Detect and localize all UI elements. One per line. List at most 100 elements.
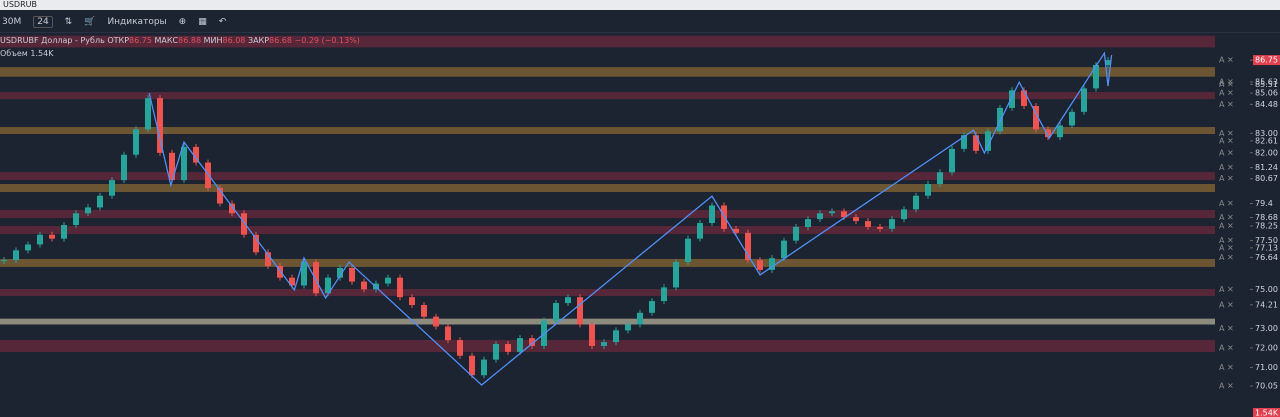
candle <box>217 187 223 204</box>
candle <box>1009 90 1015 108</box>
y-tick-label: 70.05 <box>1255 381 1278 390</box>
candle <box>877 226 883 229</box>
last-price: 86.75 <box>1255 56 1278 65</box>
candle <box>709 205 715 224</box>
volume-label: Объем <box>0 49 28 58</box>
zone <box>0 225 1215 234</box>
zone <box>0 35 1215 48</box>
icon-layout[interactable]: ▦ <box>198 16 207 27</box>
candle <box>553 303 559 321</box>
icon-compare[interactable]: ⇅ <box>64 16 73 27</box>
candle <box>37 234 43 245</box>
alert-icon: A ✕ <box>1219 213 1234 222</box>
candle <box>649 301 655 313</box>
candle <box>109 180 115 196</box>
zone <box>0 92 1215 100</box>
candle <box>769 258 775 270</box>
candle <box>805 219 811 227</box>
y-tick-label: 77.50 <box>1255 236 1278 245</box>
candle <box>421 304 427 317</box>
candle <box>97 195 103 208</box>
candle <box>1105 60 1111 65</box>
alert-icon: A ✕ <box>1219 221 1234 230</box>
y-tick-label: 76.64 <box>1255 253 1278 262</box>
candle <box>61 224 67 239</box>
candle <box>13 250 19 261</box>
candle <box>949 148 955 173</box>
candle <box>145 98 151 130</box>
candle <box>937 172 943 185</box>
candle <box>961 135 967 149</box>
y-tick-label: 75.00 <box>1255 285 1278 294</box>
candle <box>133 129 139 155</box>
alert-icon: A ✕ <box>1219 243 1234 252</box>
y-tick-label: 71.00 <box>1255 363 1278 372</box>
candle <box>445 326 451 341</box>
alert-icon: A ✕ <box>1219 285 1234 294</box>
alert-icon: A ✕ <box>1219 381 1234 390</box>
candle <box>913 195 919 210</box>
y-tick-label: 81.24 <box>1255 163 1278 172</box>
close-label: ЗАКР <box>247 36 270 45</box>
y-tick-label: 83.00 <box>1255 129 1278 138</box>
zone <box>0 127 1215 135</box>
alert-icon: A ✕ <box>1219 100 1234 109</box>
close: 86.68 <box>269 36 292 45</box>
candle <box>301 262 307 286</box>
y-tick-label: 72.00 <box>1255 343 1278 352</box>
high: 86.88 <box>178 36 202 45</box>
candle <box>241 213 247 235</box>
alert-icon: A ✕ <box>1219 80 1234 89</box>
candle <box>589 324 595 346</box>
alert-icon: A ✕ <box>1219 89 1234 98</box>
zone <box>0 209 1215 218</box>
last-price-tag <box>1253 55 1280 66</box>
candle <box>697 223 703 239</box>
alert-icon: A ✕ <box>1219 129 1234 138</box>
candle <box>757 260 763 270</box>
y-tick-label: 78.68 <box>1255 213 1278 222</box>
alert-icon: A ✕ <box>1219 136 1234 145</box>
candle <box>829 211 835 214</box>
candle <box>277 265 283 278</box>
icon-cart[interactable]: 🛒 <box>84 16 96 27</box>
icon-alert[interactable]: ⊕ <box>178 16 187 27</box>
y-tick-label: 82.00 <box>1255 148 1278 157</box>
candle <box>349 267 355 282</box>
candle <box>169 152 175 181</box>
candle <box>661 287 667 302</box>
low-label: МИН <box>203 36 223 45</box>
candle <box>865 221 871 227</box>
candle <box>1057 125 1063 138</box>
candle <box>313 262 319 294</box>
zone <box>0 184 1215 193</box>
candle <box>121 154 127 181</box>
interval[interactable]: 30M <box>2 16 22 27</box>
candle <box>733 228 739 233</box>
change: −0.29 (−0.13%) <box>294 36 360 45</box>
y-tick-label: 84.48 <box>1255 100 1278 109</box>
alert-icon: A ✕ <box>1219 174 1234 183</box>
alert-icon: A ✕ <box>1219 363 1234 372</box>
candle <box>517 338 523 352</box>
y-tick-label: 79.4 <box>1255 199 1273 208</box>
indicators[interactable]: Индикаторы <box>107 16 167 27</box>
candle <box>457 340 463 356</box>
zigzag <box>148 51 1113 386</box>
toolbar: 30M 24 ⇅ 🛒 Индикаторы ⊕ ▦ ↶ <box>0 11 1280 33</box>
candle <box>565 297 571 304</box>
alert-icon: A ✕ <box>1219 324 1234 333</box>
candle <box>229 203 235 214</box>
multiplier[interactable]: 24 <box>33 15 53 28</box>
candle <box>25 244 31 251</box>
open: 86.75 <box>129 36 152 45</box>
y-tick-label: 82.61 <box>1255 136 1278 145</box>
candle <box>625 324 631 331</box>
candle <box>841 211 847 218</box>
candle <box>793 226 799 241</box>
icon-undo[interactable]: ↶ <box>218 16 227 27</box>
candle <box>265 252 271 266</box>
candle <box>817 213 823 220</box>
alert-icon: A ✕ <box>1219 343 1234 352</box>
